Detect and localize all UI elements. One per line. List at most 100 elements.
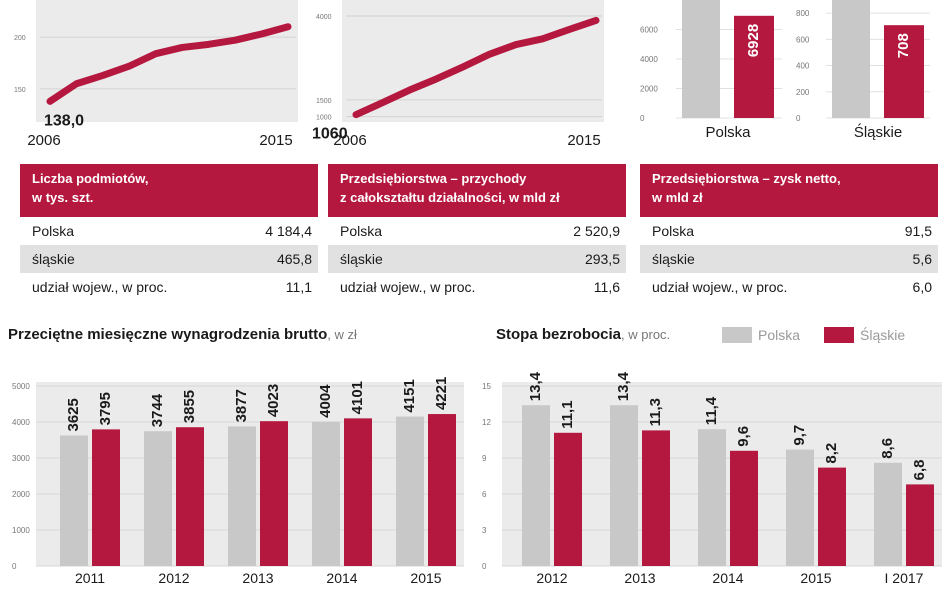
data-point <box>208 43 210 45</box>
y-tick-label: 0 <box>12 562 17 571</box>
bar-slaskie <box>176 427 204 566</box>
info-row-value: 465,8 <box>276 251 312 267</box>
bar-label-slaskie: 4221 <box>433 377 450 410</box>
bar-polska <box>60 435 88 566</box>
info-row-label: Polska <box>652 223 695 239</box>
legend-swatch-polska <box>722 327 752 343</box>
y-tick-label: 0 <box>482 562 487 571</box>
info-row-value: 11,6 <box>593 279 620 295</box>
data-bar <box>884 25 924 119</box>
legend-slaskie: Śląskie <box>824 327 905 343</box>
category-label: 2013 <box>242 570 273 586</box>
info-box-entities: Liczba podmiotów, w tys. szt. Polska 4 18… <box>20 164 318 301</box>
data-point <box>234 39 236 41</box>
info-box-header-line: Przedsiębiorstwa – przychody <box>340 171 527 186</box>
data-point <box>287 26 289 28</box>
info-row-value: 91,5 <box>904 223 932 239</box>
bar-polska <box>610 405 638 566</box>
y-tick-label: 3 <box>482 526 487 535</box>
info-box-revenue: Przedsiębiorstwa – przychody z całokszta… <box>328 164 626 301</box>
y-tick-label: 400 <box>796 62 810 71</box>
bar-label-slaskie: 6,8 <box>911 460 928 481</box>
bar-label-slaskie: 9,6 <box>735 426 752 447</box>
y-tick-label: 5000 <box>12 382 30 391</box>
legend-label-slaskie: Śląskie <box>860 327 906 343</box>
bar-label-slaskie: 4023 <box>265 384 282 417</box>
info-box-header: Przedsiębiorstwa – zysk netto, w mld zł <box>640 164 938 217</box>
info-row: Polska 2 520,9 <box>328 217 626 245</box>
bar-polska <box>786 449 814 566</box>
info-row-value: 2 520,9 <box>573 223 620 239</box>
y-tick-label: 0 <box>640 114 645 123</box>
y-tick-label: 800 <box>796 9 810 18</box>
data-point <box>181 46 183 48</box>
bar-label-polska: 3877 <box>233 389 250 422</box>
category-label: 2014 <box>712 570 743 586</box>
info-row: udział wojew., w proc. 6,0 <box>640 273 938 301</box>
info-row-value: 6,0 <box>912 279 932 295</box>
bar-polska <box>698 429 726 566</box>
bar-polska <box>874 462 902 566</box>
bar-slaskie <box>428 414 456 566</box>
info-box-profit: Przedsiębiorstwa – zysk netto, w mld zł … <box>640 164 938 301</box>
y-tick-label: 200 <box>796 88 810 97</box>
x-end-label: 2015 <box>259 132 292 149</box>
info-box-header: Przedsiębiorstwa – przychody z całokszta… <box>328 164 626 217</box>
bar-slaskie <box>642 430 670 566</box>
info-row-label: śląskie <box>652 251 695 267</box>
bar-chart-top: 60004000200006928Polska8006004002000708Ś… <box>640 0 930 141</box>
data-point <box>542 38 544 40</box>
x-start-label: 2006 <box>333 132 366 149</box>
y-tick-label: 2000 <box>12 490 30 499</box>
legend-swatch-slaskie <box>824 327 854 343</box>
data-line <box>352 16 600 119</box>
bar-label-slaskie: 3855 <box>181 390 198 423</box>
category-label: Śląskie <box>854 123 902 141</box>
bar-polska <box>396 416 424 566</box>
y-tick-label: 6 <box>482 490 487 499</box>
info-box-header-line: z całokształtu działalności, w mld zł <box>340 190 560 205</box>
bar-label-polska: 11,4 <box>703 396 720 425</box>
unemployment-title-unit: , w proc. <box>621 327 671 342</box>
bar-label-polska: 4151 <box>401 379 418 412</box>
data-point <box>155 53 157 55</box>
bar-slaskie <box>344 418 372 566</box>
y-tick-label: 3000 <box>12 454 30 463</box>
bar-slaskie <box>818 467 846 566</box>
bar-label-slaskie: 11,1 <box>559 400 576 428</box>
data-point <box>462 66 464 68</box>
info-row-label: Polska <box>340 223 383 239</box>
info-row: śląskie 5,6 <box>640 245 938 273</box>
bar-label-polska: 3625 <box>65 398 82 431</box>
info-box-header: Liczba podmiotów, w tys. szt. <box>20 164 318 217</box>
info-row: Polska 4 184,4 <box>20 217 318 245</box>
y-tick-label: 1000 <box>12 526 30 535</box>
y-tick-label: 12 <box>482 418 491 427</box>
bar-polska <box>144 431 172 566</box>
data-bar <box>734 15 774 119</box>
category-label: 2012 <box>536 570 567 586</box>
category-label: 2015 <box>800 570 831 586</box>
data-point <box>75 83 77 85</box>
y-tick-label: 600 <box>796 35 810 44</box>
info-row: udział wojew., w proc. 11,1 <box>20 273 318 301</box>
line-chart-entities: 150 200 138,0 2006 2015 <box>14 23 296 149</box>
y-tick-label: 150 <box>14 87 26 94</box>
category-label: 2014 <box>326 570 357 586</box>
info-row-label: Polska <box>32 223 75 239</box>
bar-slaskie <box>92 429 120 566</box>
bar-polska <box>522 405 550 566</box>
background-bar <box>682 0 720 118</box>
y-tick-label: 4000 <box>640 55 658 64</box>
bar-polska <box>312 421 340 566</box>
wages-chart-title: Przeciętne miesięczne wynagrodzenia brut… <box>8 326 357 343</box>
y-tick-label: 200 <box>14 35 26 42</box>
y-tick-label: 4000 <box>316 14 332 21</box>
bar-value-label: 6928 <box>745 24 762 57</box>
data-point <box>408 89 410 91</box>
bar-slaskie <box>906 484 934 566</box>
data-line <box>46 23 292 105</box>
y-tick-label: 0 <box>796 114 801 123</box>
category-label: Polska <box>705 124 751 141</box>
